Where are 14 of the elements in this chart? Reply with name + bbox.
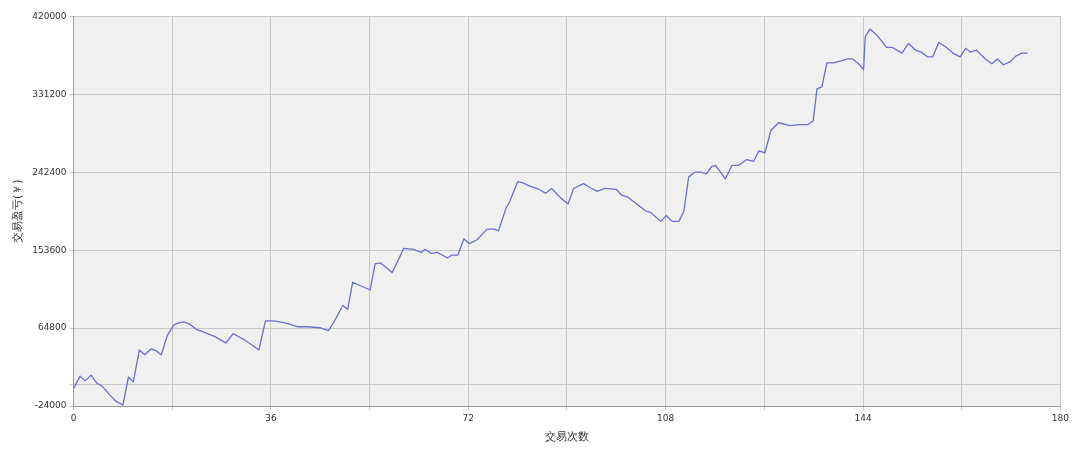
y-tick-label: 331200 — [32, 88, 67, 99]
y-tick-label: 64800 — [37, 322, 67, 333]
y-tick-label: 420000 — [32, 10, 67, 21]
x-tick-label: 180 — [1051, 412, 1070, 423]
y-tick-label: -24000 — [34, 400, 67, 411]
x-tick-label: 72 — [462, 412, 475, 423]
y-tick-label: 153600 — [32, 244, 67, 255]
x-tick-label: 144 — [854, 412, 872, 423]
y-axis-title: 交易盈亏(￥) — [11, 179, 25, 243]
x-axis-title: 交易次数 — [544, 430, 589, 444]
x-tick-label: 108 — [657, 412, 675, 423]
x-tick-label: 0 — [70, 412, 77, 423]
y-tick-label: 242400 — [32, 166, 67, 177]
x-tick-label: 36 — [265, 412, 277, 423]
